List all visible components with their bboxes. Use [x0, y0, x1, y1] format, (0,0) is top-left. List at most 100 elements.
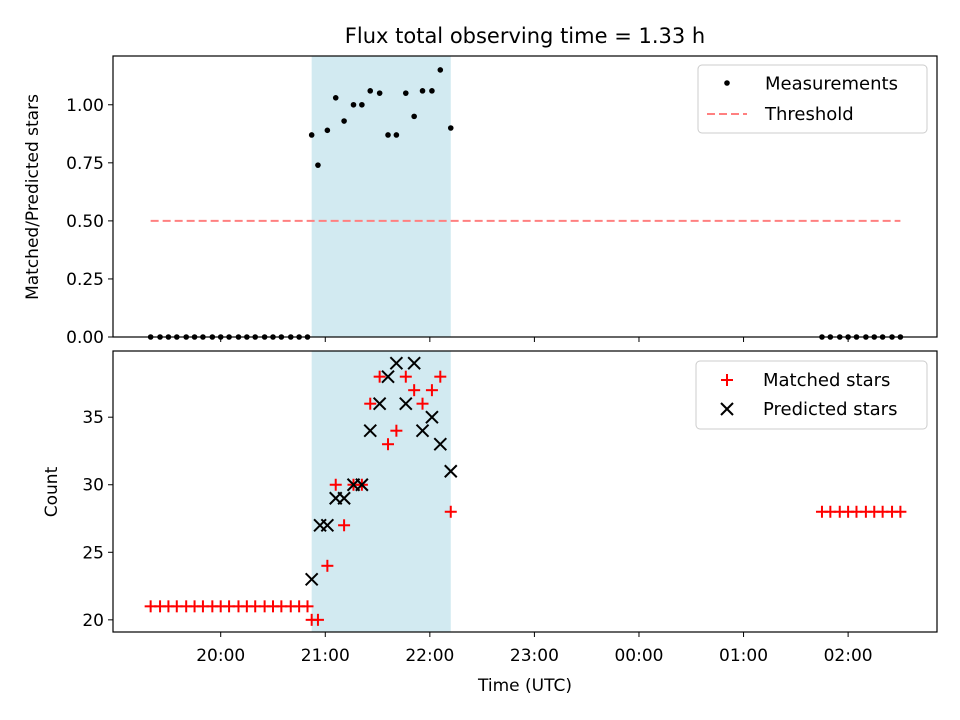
y-tick-label: 30	[82, 476, 104, 496]
predicted-star-point	[355, 478, 369, 492]
x-stroke-b	[433, 437, 448, 451]
top-y-axis-label: Matched/Predicted stars	[23, 94, 43, 300]
measurement-point	[447, 125, 454, 131]
x-stroke-b	[389, 356, 404, 370]
bottom-y-axis-label: Count	[42, 466, 62, 517]
matched-star-point	[399, 370, 412, 383]
measurement-point	[376, 90, 383, 96]
matched-star-point	[382, 438, 395, 451]
x-stroke-b	[415, 423, 430, 438]
y-tick-label: 0.50	[66, 212, 104, 232]
x-tick-label: 01:00	[719, 646, 768, 666]
y-tick-label: 20	[82, 611, 104, 631]
x-stroke-b	[407, 356, 421, 370]
top-chart-title: Flux total observing time = 1.33 h	[345, 24, 705, 48]
top-axes-frame	[112, 55, 938, 338]
bottom-legend-box	[695, 360, 928, 430]
x-stroke-b	[355, 478, 369, 492]
matched-star-point	[338, 519, 351, 532]
y-tick-label: 25	[82, 543, 104, 563]
x-tick-label: 22:00	[405, 646, 454, 666]
measurement-point	[332, 95, 339, 101]
measurement-point	[393, 132, 400, 138]
x-stroke-b	[304, 572, 319, 587]
bottom-axes-frame	[112, 350, 938, 633]
top-axes: Flux total observing time = 1.33 h 0.000…	[23, 24, 938, 348]
x-tick-label: 00:00	[614, 646, 663, 666]
measurement-point	[367, 88, 374, 94]
legend-measurements-label: Measurements	[765, 74, 898, 95]
matched-star-point	[311, 613, 324, 626]
x-stroke-b	[363, 423, 377, 438]
predicted-star-point	[433, 437, 448, 451]
predicted-star-point	[444, 464, 458, 478]
bottom-axes: 20 25 30 35 20:00 21:00 22:00 23:00 00:00 01:00 0…	[42, 350, 938, 696]
matched-star-point	[416, 397, 429, 410]
predicted-star-point	[415, 423, 430, 438]
observing-span	[311, 351, 451, 632]
legend-predicted-label: Predicted stars	[763, 399, 897, 420]
top-legend: Measurements Threshold	[697, 64, 928, 134]
x-stroke-b	[444, 464, 458, 478]
matched-star-point	[444, 505, 457, 518]
x-tick-label: 23:00	[510, 646, 559, 666]
predicted-star-point	[363, 423, 377, 438]
top-plot-area	[147, 56, 904, 340]
predicted-star-point	[389, 356, 404, 370]
x-stroke-b	[320, 518, 335, 532]
measurement-point	[359, 101, 365, 108]
bottom-y-ticks: 20 25 30 35	[82, 408, 113, 631]
measurement-point	[341, 118, 347, 124]
predicted-star-point	[407, 356, 421, 370]
bottom-legend: Matched stars Predicted stars	[695, 360, 928, 430]
x-stroke-b	[399, 396, 413, 411]
top-y-ticks: 0.00 0.25 0.50 0.75 1.00	[66, 96, 113, 348]
matched-star-point	[373, 370, 386, 383]
x-stroke-b	[381, 369, 395, 384]
bottom-x-axis-label: Time (UTC)	[477, 676, 572, 696]
predicted-star-point	[425, 410, 439, 424]
legend-predicted-marker	[720, 402, 734, 416]
predicted-star-point	[372, 396, 387, 411]
matched-star-point	[434, 370, 447, 383]
legend-matched-label: Matched stars	[763, 370, 890, 391]
y-tick-label: 1.00	[66, 96, 104, 116]
y-tick-label: 0.00	[66, 328, 104, 348]
top-legend-box	[697, 64, 928, 134]
x-tick-label: 20:00	[196, 646, 245, 666]
bottom-plot-area	[144, 351, 907, 632]
predicted-star-point	[337, 491, 351, 505]
measurement-point	[308, 132, 315, 138]
x-tick-label: 21:00	[301, 646, 350, 666]
measurement-point	[402, 90, 409, 96]
matched-star-point	[425, 384, 438, 397]
matched-star-point	[408, 384, 421, 397]
matched-star-point	[364, 397, 377, 410]
matched-star-point	[321, 559, 334, 572]
predicted-star-point	[381, 369, 395, 384]
measurement-point	[315, 162, 321, 168]
matched-star-point	[329, 478, 342, 491]
measurement-point	[350, 101, 357, 108]
measurement-point	[385, 132, 391, 138]
legend-threshold-label: Threshold	[764, 104, 854, 125]
y-tick-label: 0.25	[66, 270, 104, 290]
measurement-point	[324, 127, 331, 134]
bottom-x-ticks: 20:00 21:00 22:00 23:00 00:00 01:00 02:00	[196, 632, 873, 666]
measurement-point	[437, 67, 444, 73]
x-stroke-b	[425, 410, 439, 424]
y-tick-label: 0.75	[66, 154, 104, 174]
observing-span	[311, 56, 451, 337]
top-x-ticks	[220, 337, 849, 342]
legend-measurements-marker	[724, 80, 730, 86]
measurement-point	[411, 113, 417, 120]
predicted-star-point	[399, 396, 413, 411]
x-stroke-b	[372, 396, 387, 411]
measurement-point	[429, 88, 435, 94]
legend-matched-marker	[721, 374, 733, 386]
matched-star-point	[390, 424, 403, 437]
y-tick-label: 35	[82, 408, 104, 428]
predicted-star-point	[320, 518, 335, 532]
matched-star-point	[894, 505, 907, 518]
